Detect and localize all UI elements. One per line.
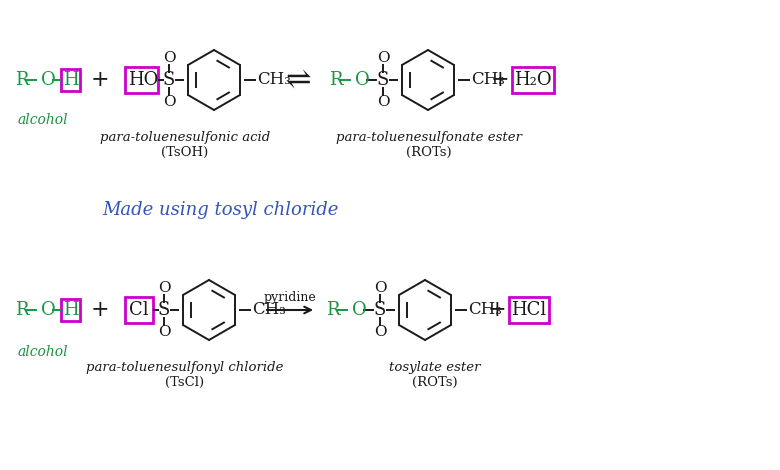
Text: O: O [352,301,367,319]
Text: (TsOH): (TsOH) [161,146,208,158]
Text: O: O [377,51,389,65]
Text: para-toluenesulfonate ester: para-toluenesulfonate ester [336,132,522,144]
Text: H: H [63,71,79,89]
Text: HO: HO [128,71,158,89]
Bar [512,67,554,93]
Text: +: + [491,69,509,91]
Text: O: O [355,71,370,89]
Text: para-toluenesulfonyl chloride: para-toluenesulfonyl chloride [87,361,284,375]
Text: O: O [163,95,176,109]
Text: (ROTs): (ROTs) [412,376,458,389]
Bar [61,299,80,321]
Text: O: O [374,281,386,295]
Text: para-toluenesulfonic acid: para-toluenesulfonic acid [100,132,270,144]
Text: Made using tosyl chloride: Made using tosyl chloride [102,201,339,219]
Text: S: S [158,301,170,319]
Bar [509,297,549,323]
Text: +: + [90,299,109,321]
Text: alcohol: alcohol [18,113,69,127]
Text: R: R [326,301,339,319]
Text: O: O [158,281,170,295]
Text: +: + [488,299,506,321]
Text: CH₃: CH₃ [468,301,502,319]
Text: H: H [63,301,79,319]
Text: (ROTs): (ROTs) [406,146,452,158]
Text: O: O [377,95,389,109]
Text: Cl: Cl [129,301,149,319]
Text: tosylate ester: tosylate ester [389,361,480,375]
Bar [61,69,80,91]
Text: ⇌: ⇌ [286,64,312,95]
Text: CH₃: CH₃ [257,71,291,88]
Text: +: + [90,69,109,91]
Text: R: R [329,71,342,89]
Text: CH₃: CH₃ [252,301,286,319]
Text: O: O [158,325,170,339]
Text: HCl: HCl [512,301,547,319]
Text: S: S [163,71,176,89]
Text: R: R [15,71,29,89]
Bar [125,297,153,323]
Text: S: S [374,301,386,319]
Text: O: O [41,71,55,89]
Text: O: O [163,51,176,65]
Text: S: S [377,71,389,89]
Text: CH₃: CH₃ [471,71,505,88]
Text: O: O [374,325,386,339]
Text: R: R [15,301,29,319]
Text: pyridine: pyridine [264,291,317,305]
Text: (TsCl): (TsCl) [165,376,204,389]
Bar [125,67,158,93]
Text: H₂O: H₂O [514,71,551,89]
Text: O: O [41,301,55,319]
Text: alcohol: alcohol [18,345,69,359]
